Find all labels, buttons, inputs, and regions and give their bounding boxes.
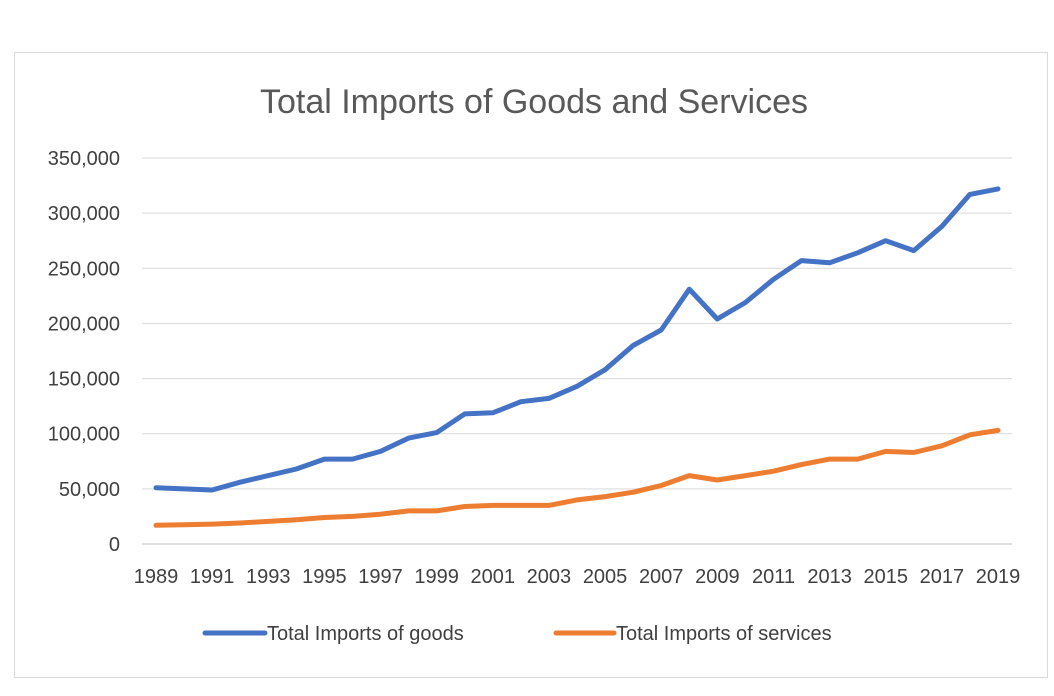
y-tick-label: 50,000 — [59, 479, 120, 501]
legend-label: Total Imports of services — [616, 623, 832, 645]
x-tick-label: 2005 — [583, 566, 628, 588]
x-tick-label: 1993 — [246, 566, 291, 588]
y-tick-label: 0 — [109, 534, 120, 556]
x-tick-label: 2001 — [471, 566, 516, 588]
gridlines — [142, 157, 1012, 545]
x-tick-label: 2019 — [976, 566, 1021, 588]
x-axis-tick-labels: 1989 1991 1993 1995 1997 1999 2001 2003 2005 2007… — [134, 566, 1021, 588]
y-tick-label: 300,000 — [48, 203, 120, 225]
x-tick-label: 2003 — [527, 566, 572, 588]
y-axis-tick-labels: 0 50,000 100,000 150,000 200,000 250,000 300,0… — [48, 148, 120, 556]
y-tick-label: 200,000 — [48, 313, 120, 335]
legend-label: Total Imports of goods — [267, 623, 464, 645]
x-tick-label: 1995 — [302, 566, 347, 588]
x-tick-label: 1997 — [358, 566, 403, 588]
x-tick-label: 2013 — [807, 566, 852, 588]
x-tick-label: 2007 — [639, 566, 684, 588]
chart-title: Total Imports of Goods and Services — [260, 83, 808, 121]
series-line-goods — [153, 186, 1001, 493]
y-tick-label: 250,000 — [48, 258, 120, 280]
x-tick-label: 1989 — [134, 566, 179, 588]
series-lines — [153, 186, 1001, 528]
series-line-services — [153, 427, 1001, 528]
y-tick-label: 350,000 — [48, 148, 120, 170]
y-tick-label: 100,000 — [48, 424, 120, 446]
x-tick-label: 1991 — [190, 566, 235, 588]
x-tick-label: 1999 — [414, 566, 459, 588]
y-tick-label: 150,000 — [48, 369, 120, 391]
chart-area: Total Imports of Goods and Services 0 50,… — [14, 52, 1048, 678]
x-tick-label: 2011 — [752, 566, 795, 588]
x-tick-label: 2009 — [695, 566, 740, 588]
line-chart: Total Imports of Goods and Services 0 50,… — [48, 83, 1021, 645]
x-tick-label: 2017 — [920, 566, 965, 588]
legend: Total Imports of goods Total Imports of s… — [202, 623, 832, 645]
x-tick-label: 2015 — [863, 566, 908, 588]
